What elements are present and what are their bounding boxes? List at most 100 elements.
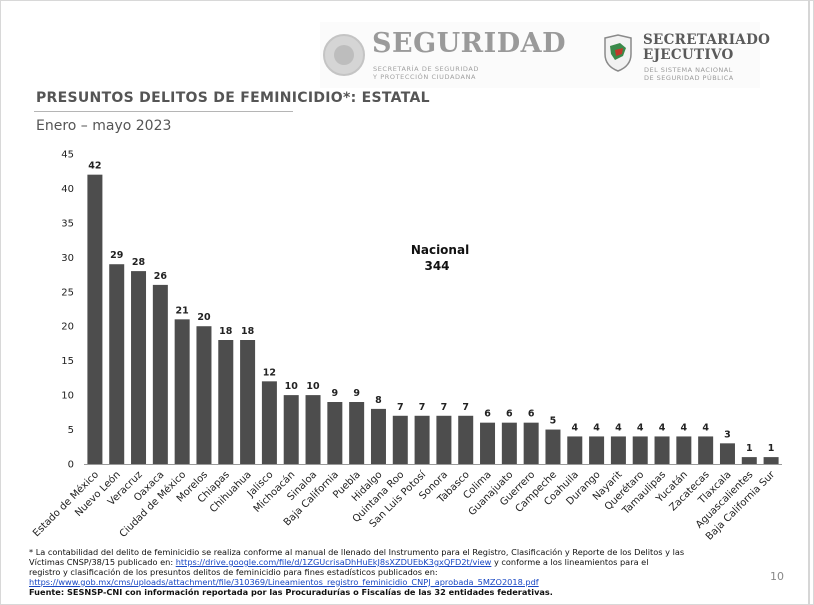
- y-tick-label: 40: [61, 184, 74, 195]
- bar-data-label: 7: [441, 402, 448, 413]
- bar: [501, 422, 517, 464]
- bar: [632, 436, 648, 464]
- page-number: 10: [770, 570, 784, 583]
- bar: [305, 395, 321, 464]
- footnote-line-2-text: Víctimas CNSP/38/15 publicado en:: [29, 556, 176, 567]
- bar: [152, 284, 168, 464]
- secretariado-shield-icon: [604, 34, 632, 72]
- bar-data-label: 21: [176, 305, 189, 316]
- bar-data-label: 7: [462, 402, 469, 413]
- bar: [523, 422, 539, 464]
- y-tick-label: 30: [61, 253, 74, 264]
- bar: [349, 402, 365, 464]
- bar-data-label: 4: [593, 422, 600, 433]
- bar-data-label: 1: [768, 443, 775, 454]
- drive-link[interactable]: https://drive.google.com/file/d/1ZGUcris…: [175, 556, 492, 567]
- bar-data-label: 1: [746, 443, 753, 454]
- bar-data-label: 42: [88, 161, 101, 172]
- y-tick-label: 25: [61, 287, 74, 298]
- bar-data-label: 6: [528, 409, 535, 420]
- slide-edge-divider: [808, 0, 810, 605]
- y-tick-label: 15: [61, 356, 74, 367]
- national-total-value: 344: [424, 259, 449, 273]
- bar: [567, 436, 583, 464]
- bar: [719, 443, 735, 464]
- bar: [458, 415, 474, 464]
- bar-data-label: 29: [110, 250, 123, 261]
- bar: [240, 340, 256, 464]
- bar-data-label: 5: [550, 416, 557, 427]
- y-tick-label: 10: [61, 391, 74, 402]
- bar-data-label: 18: [241, 326, 255, 337]
- secretariado-logo-subtitle-2: DE SEGURIDAD PÚBLICA: [644, 74, 734, 82]
- bar-data-label: 3: [724, 429, 731, 440]
- page-title: PRESUNTOS DELITOS DE FEMINICIDIO*: ESTAT…: [36, 90, 430, 106]
- footnote: * La contabilidad del delito de feminici…: [29, 547, 769, 598]
- bar-data-label: 4: [681, 422, 688, 433]
- bar: [589, 436, 605, 464]
- seguridad-logo-subtitle-1: SECRETARÍA DE SEGURIDAD: [373, 65, 480, 73]
- bar: [87, 174, 103, 464]
- y-tick-label: 35: [61, 218, 74, 229]
- bar: [676, 436, 692, 464]
- bar: [763, 457, 779, 464]
- bar: [283, 395, 299, 464]
- bar-data-label: 10: [285, 381, 299, 392]
- bar-data-label: 26: [154, 271, 168, 282]
- bar: [131, 271, 147, 464]
- bar: [610, 436, 626, 464]
- footnote-line-3: registro y clasificación de los presunto…: [29, 566, 438, 577]
- bar: [698, 436, 714, 464]
- national-total-label: Nacional: [411, 243, 469, 257]
- bar: [392, 415, 408, 464]
- bar: [436, 415, 452, 464]
- bar-data-label: 4: [571, 422, 578, 433]
- bar-data-label: 10: [306, 381, 320, 392]
- gob-link[interactable]: https://www.gob.mx/cms/uploads/attachmen…: [29, 576, 539, 587]
- y-tick-label: 5: [68, 425, 74, 436]
- header-banner: [320, 22, 760, 88]
- secretariado-logo-text-2: EJECUTIVO: [643, 47, 734, 63]
- bar-data-label: 20: [197, 312, 211, 323]
- bar-data-label: 4: [615, 422, 622, 433]
- bar-data-label: 9: [353, 388, 360, 399]
- bar-data-label: 7: [419, 402, 426, 413]
- page-subtitle: Enero – mayo 2023: [36, 118, 172, 134]
- footnote-line-2-tail: y conforme a los lineamientos para el: [491, 556, 649, 567]
- bar: [414, 415, 430, 464]
- bar-data-label: 12: [263, 367, 276, 378]
- bar-data-label: 4: [659, 422, 666, 433]
- bar-data-label: 7: [397, 402, 404, 413]
- bar: [480, 422, 496, 464]
- bar: [196, 326, 212, 464]
- title-underline: [34, 111, 293, 112]
- footnote-source: Fuente: SESNSP-CNI con información repor…: [29, 586, 553, 597]
- footnote-line-2: Víctimas CNSP/38/15 publicado en: https:…: [29, 556, 769, 568]
- bar-data-label: 9: [332, 388, 339, 399]
- footnote-line-1: * La contabilidad del delito de feminici…: [29, 547, 685, 557]
- bar: [370, 408, 386, 464]
- seguridad-logo-text: SEGURIDAD: [372, 28, 567, 59]
- bar: [545, 429, 561, 464]
- bar: [654, 436, 670, 464]
- bar: [174, 319, 190, 464]
- bar-data-label: 6: [484, 409, 491, 420]
- national-seal-icon: [323, 34, 365, 76]
- bar: [741, 457, 757, 464]
- secretariado-logo-text-1: SECRETARIADO: [643, 32, 771, 48]
- bar: [218, 340, 234, 464]
- bar: [261, 381, 277, 464]
- bar-data-label: 28: [132, 257, 146, 268]
- bar: [109, 264, 125, 464]
- bar-data-label: 18: [219, 326, 233, 337]
- bar-data-label: 6: [506, 409, 513, 420]
- bar-data-label: 8: [375, 395, 382, 406]
- seguridad-logo-subtitle-2: Y PROTECCIÓN CIUDADANA: [373, 73, 477, 81]
- bar-data-label: 4: [702, 422, 709, 433]
- bar-data-label: 4: [637, 422, 644, 433]
- y-tick-label: 0: [68, 460, 74, 471]
- y-tick-label: 45: [61, 150, 74, 161]
- bar: [327, 402, 343, 464]
- secretariado-logo-subtitle-1: DEL SISTEMA NACIONAL: [644, 66, 733, 74]
